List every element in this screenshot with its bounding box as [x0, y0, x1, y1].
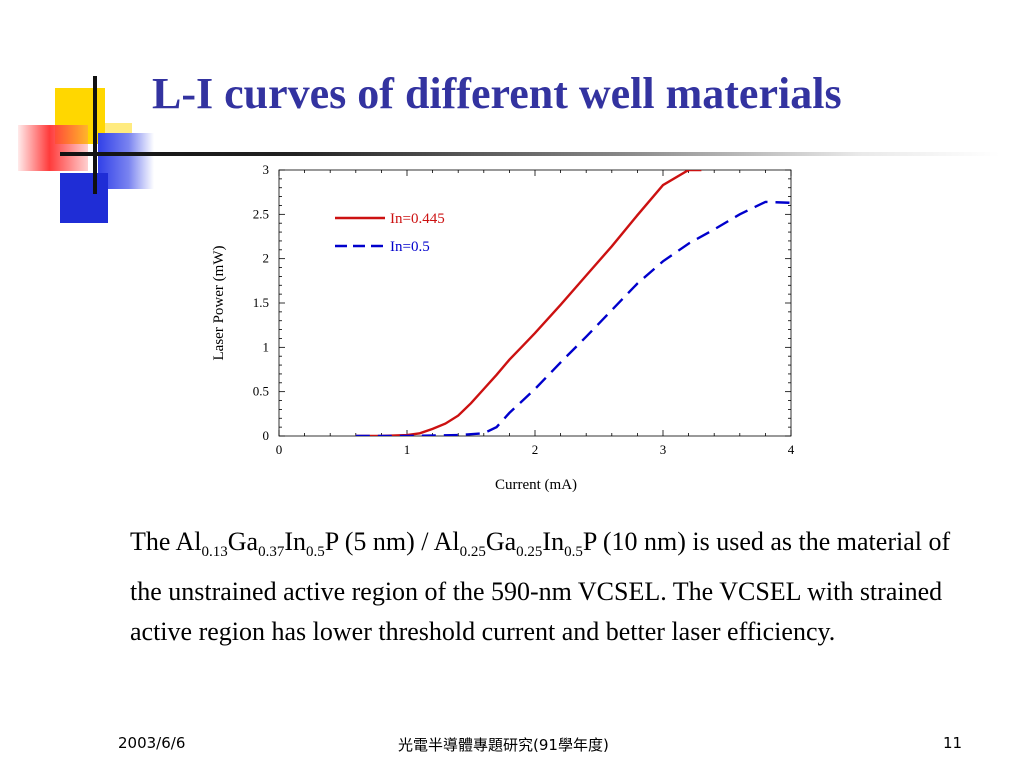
legend-label-0: In=0.445: [390, 211, 445, 227]
footer-course: 光電半導體專題研究(91學年度): [398, 736, 609, 754]
x-axis-label: Current (mA): [495, 477, 577, 493]
plot-frame: [278, 169, 792, 437]
slide-title: L-I curves of different well materials: [152, 69, 842, 118]
title-underline: [60, 152, 1000, 156]
y-axis-label: Laser Power (mW): [211, 246, 227, 361]
x-tick-label: 4: [788, 442, 795, 457]
decor-blue-square: [60, 173, 108, 223]
x-tick-label: 1: [404, 442, 411, 457]
footer-page-number: 11: [943, 734, 963, 752]
y-tick-label: 1: [263, 339, 270, 354]
x-tick-label: 3: [660, 442, 667, 457]
footer-date: 2003/6/6: [118, 734, 186, 752]
series-line-0: [355, 170, 702, 436]
series-line-1: [355, 200, 791, 436]
x-tick-label: 2: [532, 442, 539, 457]
body-paragraph: The Al0.13Ga0.37In0.5P (5 nm) / Al0.25Ga…: [130, 527, 951, 647]
y-tick-label: 1.5: [253, 295, 269, 310]
legend-label-1: In=0.5: [390, 239, 430, 255]
y-tick-label: 2: [263, 251, 270, 266]
y-tick-label: 3: [263, 162, 270, 177]
y-tick-label: 2.5: [253, 206, 269, 221]
decor-vertical-line: [93, 76, 97, 194]
decor-yellow-strip: [100, 123, 132, 133]
li-curve-chart: 0 1 2 3 4 0 0.5 1 1.5 2 2.5 3 Current (mA) Laser Powe…: [211, 162, 795, 493]
y-tick-label: 0: [263, 428, 270, 443]
x-tick-label: 0: [276, 442, 283, 457]
decor-red-square: [18, 125, 88, 171]
y-tick-label: 0.5: [253, 384, 269, 399]
